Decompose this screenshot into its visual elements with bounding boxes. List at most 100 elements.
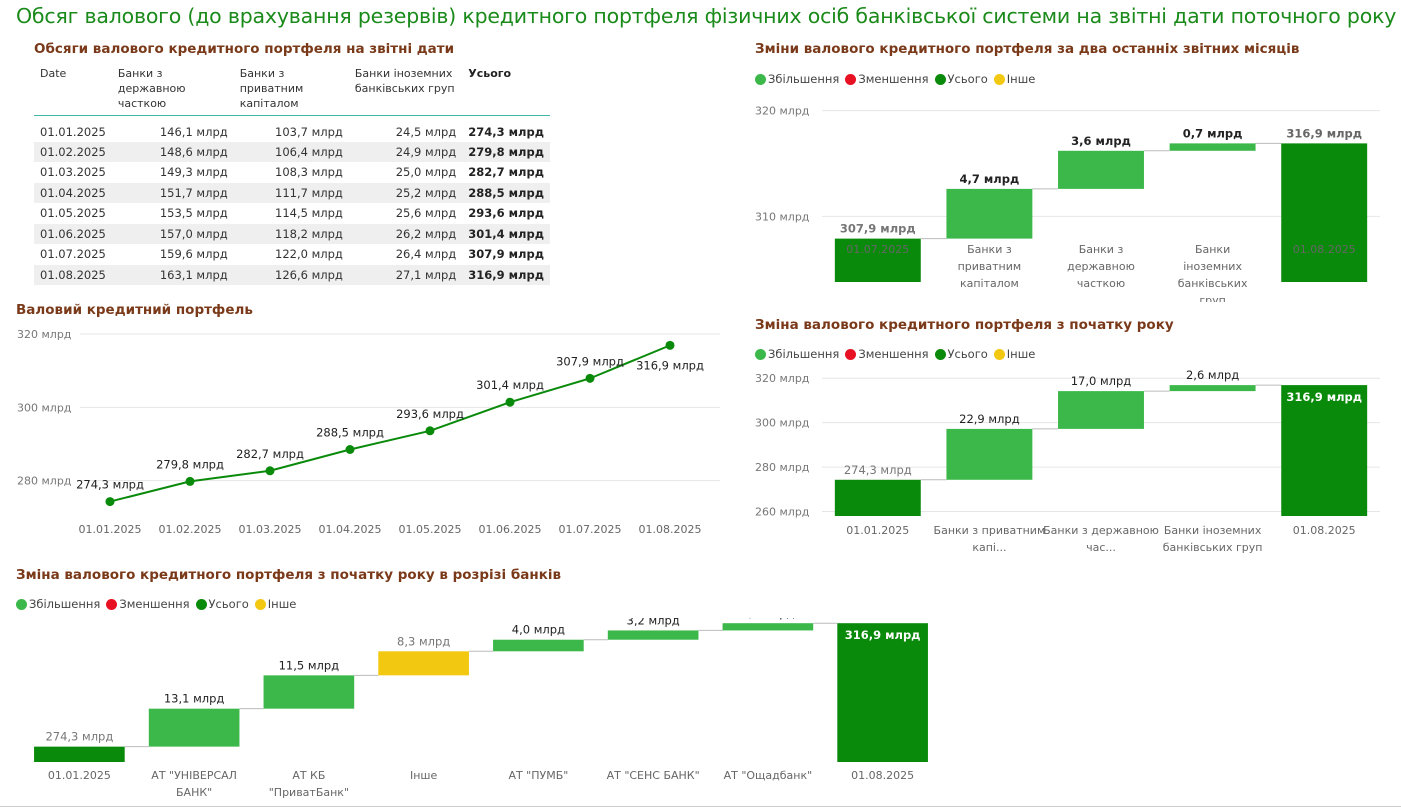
- table-cell-date: 01.06.2025: [34, 223, 112, 244]
- x-category-label: Банки з: [967, 243, 1012, 256]
- data-point: [665, 340, 675, 350]
- table-cell: 108,3 млрд: [275, 165, 343, 180]
- data-point: [505, 397, 515, 407]
- table-row[interactable]: 01.04.2025 151,7 млрд 111,7 млрд 25,2 млрд 2…: [34, 182, 550, 203]
- table-cell: 26,4 млрд: [395, 247, 457, 262]
- column-header-private-banks[interactable]: Банки з приватним капіталом: [233, 62, 349, 116]
- table-cell: 114,5 млрд: [275, 206, 343, 221]
- legend-item-increase[interactable]: Збільшення: [755, 72, 839, 86]
- other-dot-icon: [254, 598, 266, 610]
- chart-title-two-months: Зміни валового кредитного портфеля за дв…: [755, 41, 1300, 57]
- legend-label-decrease: Зменшення: [119, 597, 190, 611]
- legend-label-decrease: Зменшення: [858, 347, 929, 361]
- x-category-label: іноземних: [1183, 260, 1242, 273]
- legend-item-other[interactable]: Інше: [993, 347, 1035, 361]
- data-label: 282,7 млрд: [236, 447, 304, 461]
- data-point: [185, 476, 195, 486]
- x-category-label: Банки з державною: [1043, 524, 1159, 537]
- x-category-label: БАНК": [176, 786, 212, 799]
- x-category-label: Банки з: [1079, 243, 1124, 256]
- waterfall-bar: [834, 238, 921, 282]
- chart-title-ytd: Зміна валового кредитного портфеля з поч…: [755, 317, 1174, 333]
- data-label: 0,7 млрд: [1183, 126, 1243, 140]
- x-category-label: 01.01.2025: [48, 769, 111, 782]
- x-category-label: часткою: [1077, 277, 1125, 290]
- legend-label-increase: Збільшення: [768, 347, 840, 361]
- data-label: 2,6 млрд: [1186, 368, 1239, 382]
- data-label: 307,9 млрд: [840, 222, 916, 236]
- waterfall-bar: [1058, 150, 1144, 189]
- table-cell: 151,7 млрд: [111, 182, 234, 203]
- table-cell: 26,2 млрд: [348, 223, 463, 244]
- legend-label-total: Усього: [947, 72, 988, 86]
- legend-item-increase[interactable]: Збільшення: [16, 597, 100, 611]
- table-cell: 25,2 млрд: [348, 182, 463, 203]
- legend-item-total[interactable]: Усього: [934, 72, 988, 86]
- decrease-dot-icon: [845, 73, 857, 85]
- table-cell-date: 01.04.2025: [34, 182, 112, 203]
- table-title: Обсяги валового кредитного портфеля на з…: [34, 41, 455, 57]
- data-label: 3,2 млрд: [627, 618, 680, 627]
- decrease-dot-icon: [845, 348, 857, 360]
- data-label: 8,3 млрд: [397, 634, 450, 648]
- table-cell-date: 01.05.2025: [40, 206, 106, 221]
- legend-item-decrease[interactable]: Зменшення: [845, 347, 929, 361]
- page-title: Обсяг валового (до врахування резервів) …: [16, 4, 1397, 28]
- data-label: 274,3 млрд: [844, 463, 912, 477]
- data-label: 274,3 млрд: [45, 730, 113, 744]
- chart-title-banks: Зміна валового кредитного портфеля з поч…: [16, 567, 562, 583]
- table-cell-date: 01.03.2025: [40, 165, 106, 180]
- table-cell: 126,6 млрд: [233, 264, 349, 285]
- total-dot-icon: [195, 598, 207, 610]
- x-category-label: державною: [1067, 260, 1135, 273]
- x-category-label: АТ "УНІВЕРСАЛ: [151, 769, 237, 782]
- bottom-divider: [0, 806, 1401, 807]
- table-cell: 106,4 млрд: [233, 141, 349, 162]
- legend-label-total: Усього: [947, 347, 988, 361]
- legend-item-total[interactable]: Усього: [195, 597, 249, 611]
- table-cell: 25,6 млрд: [395, 206, 457, 221]
- table-cell-total: 282,7 млрд: [468, 165, 544, 180]
- waterfall-chart-two-months: 310 млрд 320 млрд 307,9 млрд 01.07.2025 4,7 …: [755, 105, 1380, 302]
- y-tick-label: 320 млрд: [755, 372, 810, 385]
- table-cell: 25,0 млрд: [395, 165, 457, 180]
- legend-item-increase[interactable]: Збільшення: [755, 347, 839, 361]
- table-cell: 122,0 млрд: [275, 247, 343, 262]
- table-cell: 103,7 млрд: [275, 124, 343, 139]
- data-label: 3,6 млрд: [1071, 134, 1131, 148]
- waterfall-chart-banks: 274,3 млрд 01.01.2025 13,1 млрд АТ "УНІВЕРС…: [34, 618, 928, 799]
- table-cell: 24,5 млрд: [395, 124, 457, 139]
- y-tick-label: 280 млрд: [17, 475, 72, 488]
- data-point: [105, 497, 115, 507]
- legend-item-other[interactable]: Інше: [993, 72, 1035, 86]
- data-label: 2,6 млрд: [741, 618, 794, 620]
- column-header-state-banks[interactable]: Банки з державною часткою: [111, 62, 234, 116]
- table-row[interactable]: 01.01.2025 146,1 млрд 103,7 млрд 24,5 млрд 2…: [34, 116, 550, 142]
- table-row[interactable]: 01.05.2025 153,5 млрд 114,5 млрд 25,6 млрд 2…: [34, 203, 550, 224]
- y-tick-label: 280 млрд: [755, 461, 810, 474]
- waterfall-bar: [837, 623, 928, 762]
- table-row[interactable]: 01.02.2025 148,6 млрд 106,4 млрд 24,9 млрд 2…: [34, 141, 550, 162]
- legend-item-decrease[interactable]: Зменшення: [106, 597, 190, 611]
- table-row[interactable]: 01.06.2025 157,0 млрд 118,2 млрд 26,2 млрд 3…: [34, 223, 550, 244]
- data-label: 13,1 млрд: [164, 692, 225, 706]
- y-tick-label: 300 млрд: [755, 417, 810, 430]
- legend-item-other[interactable]: Інше: [254, 597, 296, 611]
- table-cell: 111,7 млрд: [233, 182, 349, 203]
- waterfall-bar: [834, 479, 921, 516]
- legend-label-increase: Збільшення: [768, 72, 840, 86]
- table-row[interactable]: 01.03.2025 149,3 млрд 108,3 млрд 25,0 млрд 2…: [34, 162, 550, 183]
- column-header-total[interactable]: Усього: [462, 62, 550, 116]
- table-body: 01.01.2025 146,1 млрд 103,7 млрд 24,5 млрд 2…: [34, 116, 550, 285]
- column-header-foreign-banks[interactable]: Банки іноземних банківських груп: [348, 62, 463, 116]
- table-row[interactable]: 01.08.2025 163,1 млрд 126,6 млрд 27,1 млрд 3…: [34, 264, 550, 285]
- column-header-date[interactable]: Date: [34, 62, 112, 116]
- waterfall-bar: [493, 639, 584, 652]
- table-cell-date: 01.08.2025: [34, 264, 112, 285]
- table-row[interactable]: 01.07.2025 159,6 млрд 122,0 млрд 26,4 млрд 3…: [34, 244, 550, 265]
- legend-item-total[interactable]: Усього: [934, 347, 988, 361]
- x-category-label: 01.08.2025: [1293, 243, 1356, 256]
- data-label: 11,5 млрд: [279, 658, 340, 672]
- x-category-label: Інше: [410, 769, 438, 782]
- legend-item-decrease[interactable]: Зменшення: [845, 72, 929, 86]
